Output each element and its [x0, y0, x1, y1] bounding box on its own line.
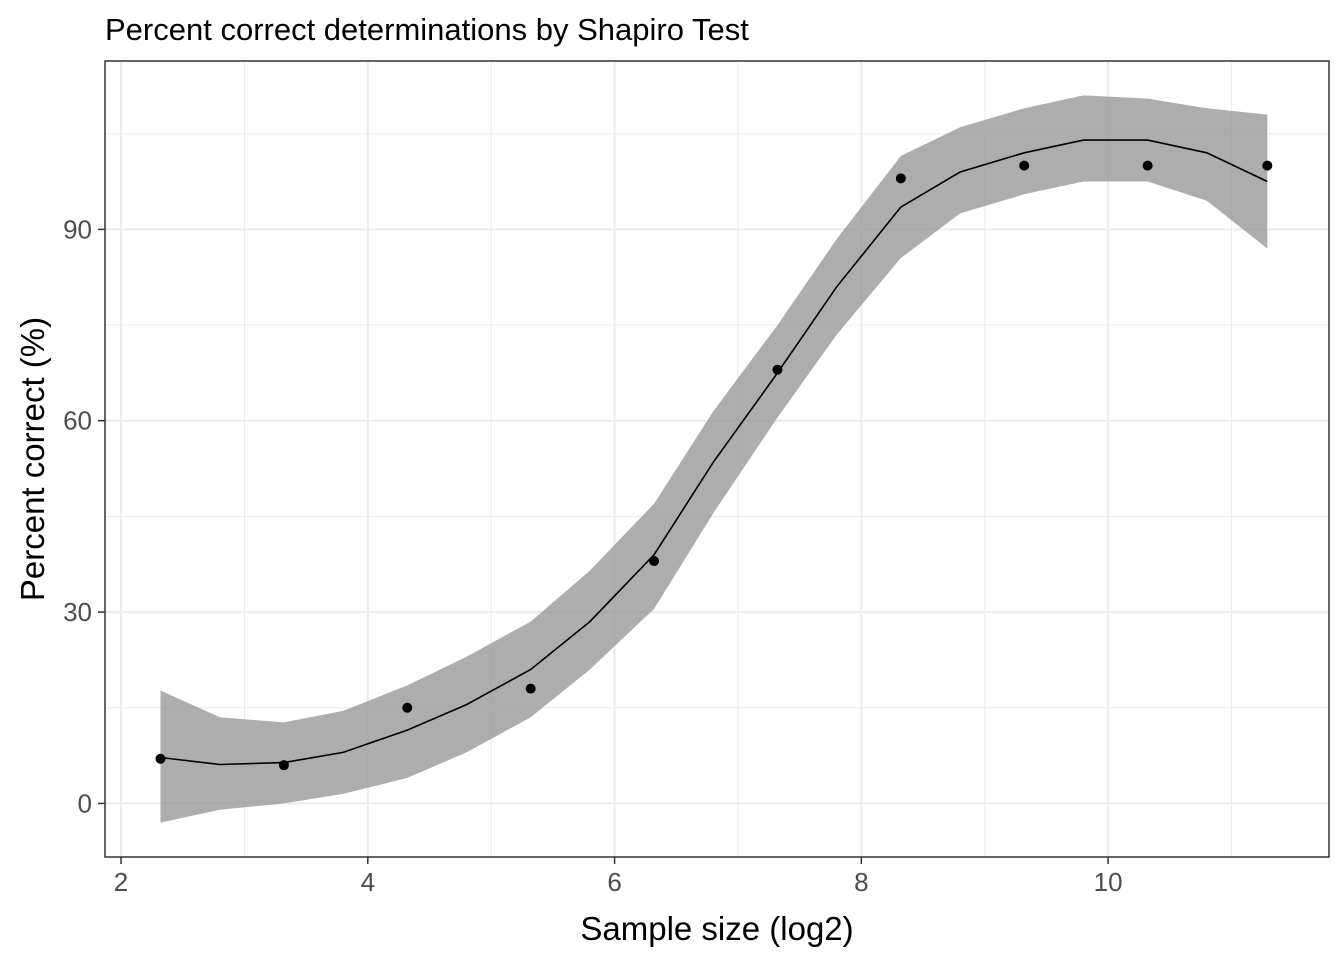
x-tick-label: 6 [607, 867, 621, 897]
confidence-band [160, 95, 1268, 823]
y-tick-label: 0 [78, 788, 92, 818]
data-point [278, 760, 289, 771]
data-point [1019, 160, 1030, 171]
data-points [155, 160, 1273, 771]
x-tick-label: 4 [361, 867, 375, 897]
y-axis-title: Percent correct (%) [14, 317, 51, 601]
data-point [402, 702, 413, 713]
y-axis: 0 30 60 90 [63, 214, 105, 818]
x-tick-label: 2 [114, 867, 128, 897]
data-point [772, 364, 783, 375]
y-tick-label: 30 [63, 597, 92, 627]
data-point [895, 173, 906, 184]
data-point [649, 556, 660, 567]
chart-title: Percent correct determinations by Shapir… [105, 12, 749, 47]
x-axis-title: Sample size (log2) [580, 910, 853, 947]
y-tick-label: 90 [63, 214, 92, 244]
data-point [1262, 160, 1273, 171]
data-point [525, 683, 536, 694]
data-point [1142, 160, 1153, 171]
x-tick-label: 8 [854, 867, 868, 897]
smooth-line [160, 139, 1268, 766]
y-tick-label: 60 [63, 406, 92, 436]
x-axis: 2 4 6 8 10 [114, 857, 1123, 897]
panel-border [104, 60, 1330, 858]
major-gridlines [105, 61, 1329, 857]
data-point [155, 753, 166, 764]
x-tick-label: 10 [1094, 867, 1123, 897]
